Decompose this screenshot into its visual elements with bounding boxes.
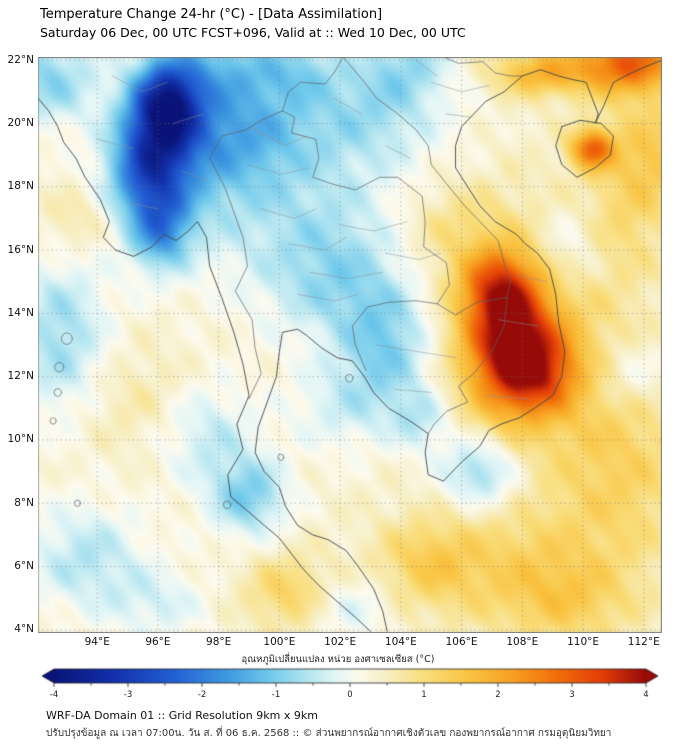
x-tick-label: 94°E — [84, 636, 110, 648]
y-tick-label: 4°N — [14, 623, 34, 636]
y-tick-label: 20°N — [7, 116, 34, 129]
y-tick-label: 12°N — [7, 370, 34, 383]
map-plot-area — [38, 57, 662, 633]
y-tick-label: 18°N — [7, 180, 34, 193]
x-tick-label: 100°E — [263, 636, 296, 648]
x-tick-label: 112°E — [627, 636, 660, 648]
y-tick-label: 14°N — [7, 306, 34, 319]
x-tick-label: 108°E — [506, 636, 539, 648]
x-tick-label: 106°E — [445, 636, 478, 648]
colorbar-gradient — [38, 666, 662, 692]
y-tick-label: 16°N — [7, 243, 34, 256]
map-canvas — [38, 57, 662, 633]
x-tick-label: 110°E — [567, 636, 600, 648]
y-tick-label: 10°N — [7, 433, 34, 446]
page-title: Temperature Change 24-hr (°C) - [Data As… — [40, 7, 383, 22]
y-tick-label: 8°N — [14, 496, 34, 509]
page-subtitle: Saturday 06 Dec, 00 UTC FCST+096, Valid … — [40, 25, 466, 40]
x-tick-label: 96°E — [145, 636, 171, 648]
y-tick-label: 6°N — [14, 560, 34, 573]
colorbar-title: อุณหภูมิเปลี่ยนแปลง หน่วย องศาเซลเซียส (… — [241, 654, 435, 665]
x-tick-label: 104°E — [384, 636, 417, 648]
footer-update-info: ปรับปรุงข้อมูล ณ เวลา 07:00น. วัน ส. ที่… — [46, 728, 612, 739]
y-tick-label: 22°N — [7, 53, 34, 66]
x-tick-label: 102°E — [324, 636, 357, 648]
x-tick-label: 98°E — [206, 636, 232, 648]
footer-model-info: WRF-DA Domain 01 :: Grid Resolution 9km … — [46, 709, 318, 722]
